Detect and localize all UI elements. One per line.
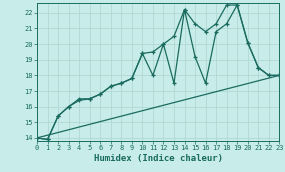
- X-axis label: Humidex (Indice chaleur): Humidex (Indice chaleur): [94, 154, 223, 163]
